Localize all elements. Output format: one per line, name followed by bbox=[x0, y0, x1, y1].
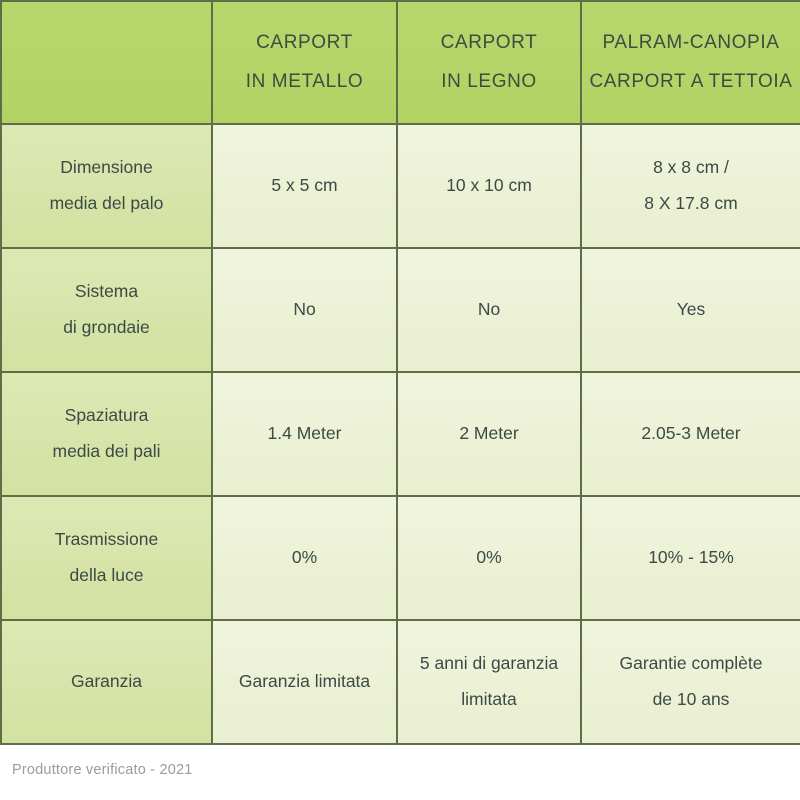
carport-comparison-table: CARPORT IN METALLO CARPORT IN LEGNO PALR… bbox=[0, 0, 800, 745]
cell-dimensione-metallo: 5 x 5 cm bbox=[211, 123, 398, 249]
cell-garanzia-metallo: Garanzia limitata bbox=[211, 619, 398, 745]
cell-dimensione-palram: 8 x 8 cm / 8 X 17.8 cm bbox=[580, 123, 800, 249]
row-label-sistema-grondaie: Sistema di grondaie bbox=[0, 247, 213, 373]
verified-manufacturer-note: Produttore verificato - 2021 bbox=[12, 762, 193, 778]
row-label-dimensione-palo: Dimensione media del palo bbox=[0, 123, 213, 249]
row-label-trasmissione-luce: Trasmissione della luce bbox=[0, 495, 213, 621]
header-cell-palram-canopia: PALRAM-CANOPIA CARPORT A TETTOIA bbox=[580, 0, 800, 125]
cell-trasmissione-legno: 0% bbox=[396, 495, 582, 621]
cell-spaziatura-legno: 2 Meter bbox=[396, 371, 582, 497]
table-row-dimensione-palo: Dimensione media del palo 5 x 5 cm 10 x … bbox=[0, 123, 800, 249]
table-row-sistema-grondaie: Sistema di grondaie No No Yes bbox=[0, 247, 800, 373]
header-cell-carport-legno: CARPORT IN LEGNO bbox=[396, 0, 582, 125]
cell-spaziatura-metallo: 1.4 Meter bbox=[211, 371, 398, 497]
header-cell-carport-metallo: CARPORT IN METALLO bbox=[211, 0, 398, 125]
row-label-garanzia: Garanzia bbox=[0, 619, 213, 745]
cell-grondaie-legno: No bbox=[396, 247, 582, 373]
cell-dimensione-legno: 10 x 10 cm bbox=[396, 123, 582, 249]
table-row-garanzia: Garanzia Garanzia limitata 5 anni di gar… bbox=[0, 619, 800, 745]
cell-garanzia-legno: 5 anni di garanzia limitata bbox=[396, 619, 582, 745]
table-row-spaziatura-pali: Spaziatura media dei pali 1.4 Meter 2 Me… bbox=[0, 371, 800, 497]
cell-trasmissione-palram: 10% - 15% bbox=[580, 495, 800, 621]
cell-trasmissione-metallo: 0% bbox=[211, 495, 398, 621]
table-row-trasmissione-luce: Trasmissione della luce 0% 0% 10% - 15% bbox=[0, 495, 800, 621]
cell-grondaie-palram: Yes bbox=[580, 247, 800, 373]
cell-garanzia-palram: Garantie complète de 10 ans bbox=[580, 619, 800, 745]
header-corner-cell bbox=[0, 0, 213, 125]
table-header-row: CARPORT IN METALLO CARPORT IN LEGNO PALR… bbox=[0, 0, 800, 125]
cell-grondaie-metallo: No bbox=[211, 247, 398, 373]
row-label-spaziatura-pali: Spaziatura media dei pali bbox=[0, 371, 213, 497]
cell-spaziatura-palram: 2.05-3 Meter bbox=[580, 371, 800, 497]
